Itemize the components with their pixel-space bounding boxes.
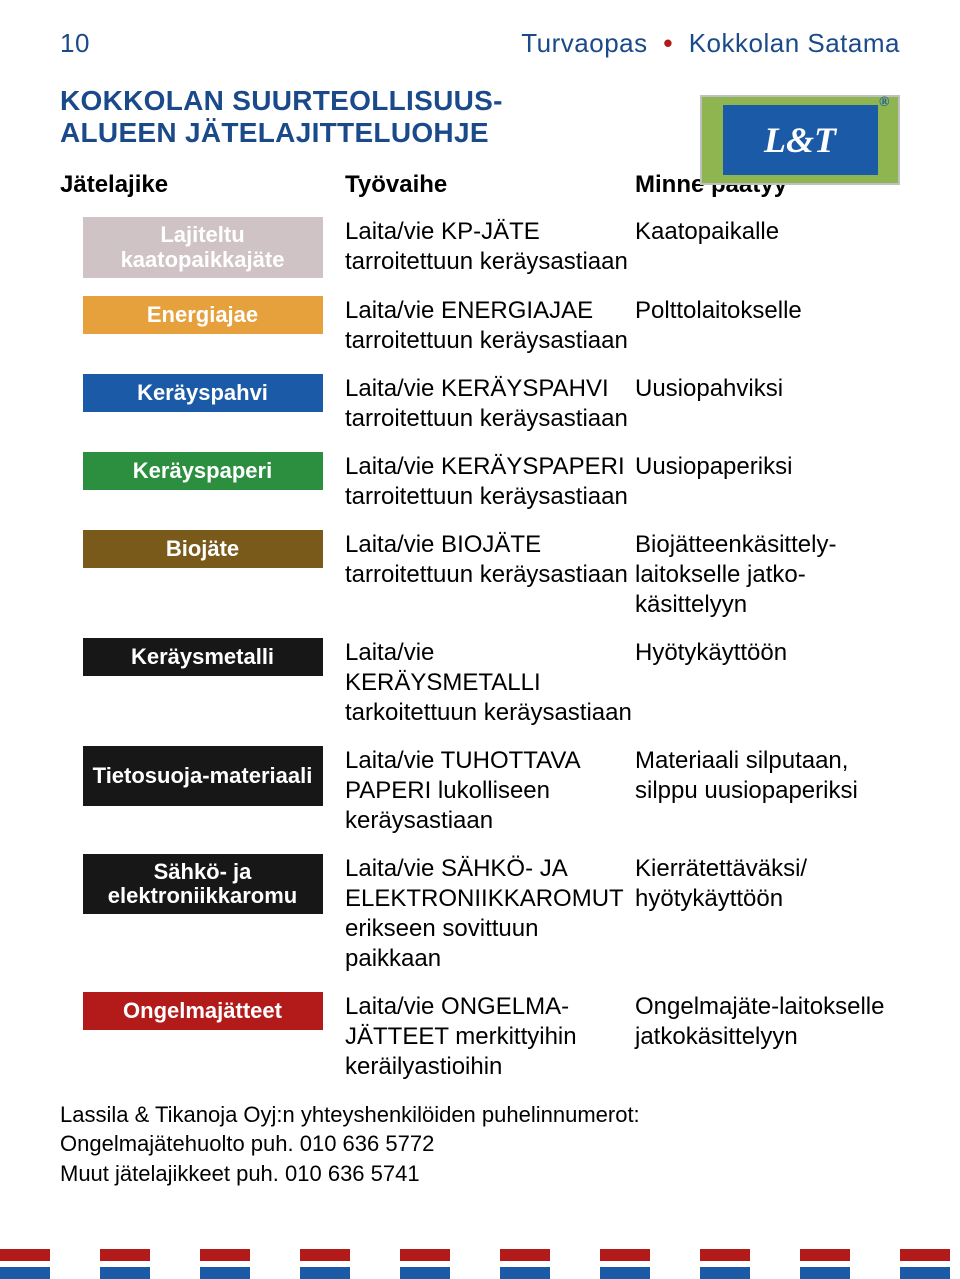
waste-badge: Keräyspaperi [83,452,323,490]
registered-icon: ® [879,95,889,111]
waste-badge: Keräysmetalli [83,638,323,676]
work-phase: Laita/vie KERÄYSPAPERI tarroitettuun ker… [345,452,635,512]
waste-badge-cell: Ongelmajätteet [60,992,345,1082]
waste-badge-cell: Keräyspahvi [60,374,345,434]
table-row: Keräyspaperi Laita/vie KERÄYSPAPERI tarro… [60,452,900,512]
waste-badge: Keräyspahvi [83,374,323,412]
waste-badge: Ongelmajätteet [83,992,323,1030]
destination: Kaatopaikalle [635,217,900,277]
waste-badge: Lajiteltu kaatopaikkajäte [83,217,323,277]
destination: Uusiopaperiksi [635,452,900,512]
work-phase: Laita/vie KERÄYSMETALLI tarkoitettuun ke… [345,638,635,728]
table-row: Keräysmetalli Laita/vie KERÄYSMETALLI tar… [60,638,900,728]
table-row: Sähkö- ja elektroniikkaromu Laita/vie SÄH… [60,854,900,974]
doc-title: Turvaopas [521,28,647,58]
table-row: Lajiteltu kaatopaikkajäte Laita/vie KP-JÄ… [60,217,900,277]
work-phase: Laita/vie KP-JÄTE tarroitettuun keräysas… [345,217,635,277]
waste-badge: Tietosuoja-materiaali [83,746,323,806]
col2-header: Työvaihe [345,171,635,199]
work-phase: Laita/vie BIOJÄTE tarroitettuun keräysas… [345,530,635,620]
waste-badge-cell: Lajiteltu kaatopaikkajäte [60,217,345,277]
footer-text: Lassila & Tikanoja Oyj:n yhteyshenkilöid… [60,1100,900,1189]
footer-stripes [0,1249,960,1279]
lt-logo: L&T ® [700,95,900,185]
table-row: Energiajae Laita/vie ENERGIAJAE tarroitet… [60,296,900,356]
table-row: Biojäte Laita/vie BIOJÄTE tarroitettuun k… [60,530,900,620]
work-phase: Laita/vie KERÄYSPAHVI tarroitettuun kerä… [345,374,635,434]
waste-badge-cell: Biojäte [60,530,345,620]
table-row: Ongelmajätteet Laita/vie ONGELMA-JÄTTEET … [60,992,900,1082]
destination: Biojätteenkäsittely-laitokselle jatko-kä… [635,530,900,620]
work-phase: Laita/vie ENERGIAJAE tarroitettuun keräy… [345,296,635,356]
waste-badge-cell: Tietosuoja-materiaali [60,746,345,836]
waste-badge-cell: Keräysmetalli [60,638,345,728]
page: 10 Turvaopas • Kokkolan Satama KOKKOLAN … [0,0,960,1230]
page-header: 10 Turvaopas • Kokkolan Satama [60,28,900,59]
waste-badge: Biojäte [83,530,323,568]
waste-badge-cell: Energiajae [60,296,345,356]
stripe-blue [0,1267,960,1279]
table-body: Lajiteltu kaatopaikkajäte Laita/vie KP-JÄ… [60,217,900,1081]
waste-badge-cell: Keräyspaperi [60,452,345,512]
work-phase: Laita/vie ONGELMA-JÄTTEET merkittyihin k… [345,992,635,1082]
work-phase: Laita/vie TUHOTTAVA PAPERI lukolliseen k… [345,746,635,836]
doc-subtitle: Kokkolan Satama [689,28,900,58]
footer-line: Ongelmajätehuolto puh. 010 636 5772 [60,1129,900,1159]
destination: Polttolaitokselle [635,296,900,356]
table-row: Tietosuoja-materiaali Laita/vie TUHOTTAVA… [60,746,900,836]
waste-badge-cell: Sähkö- ja elektroniikkaromu [60,854,345,974]
destination: Kierrätettäväksi/ hyötykäyttöön [635,854,900,974]
table-row: Keräyspahvi Laita/vie KERÄYSPAHVI tarroit… [60,374,900,434]
stripe-red [0,1249,960,1261]
page-title: KOKKOLAN SUURTEOLLISUUS-ALUEEN JÄTELAJIT… [60,85,648,149]
lt-logo-text: L&T [764,119,836,161]
footer-line: Muut jätelajikkeet puh. 010 636 5741 [60,1159,900,1189]
footer-line: Lassila & Tikanoja Oyj:n yhteyshenkilöid… [60,1100,900,1130]
destination: Hyötykäyttöön [635,638,900,728]
destination: Ongelmajäte-laitokselle jatkokäsittelyyn [635,992,900,1082]
lt-logo-inner: L&T ® [723,105,878,175]
destination: Uusiopahviksi [635,374,900,434]
waste-badge: Energiajae [83,296,323,334]
page-number: 10 [60,28,90,59]
destination: Materiaali silputaan, silppu uusiopaperi… [635,746,900,836]
doc-title-group: Turvaopas • Kokkolan Satama [521,28,900,59]
separator-dot: • [663,28,673,58]
waste-badge: Sähkö- ja elektroniikkaromu [83,854,323,914]
col1-header: Jätelajike [60,171,345,199]
work-phase: Laita/vie SÄHKÖ- JA ELEKTRONIIKKAROMUT e… [345,854,635,974]
